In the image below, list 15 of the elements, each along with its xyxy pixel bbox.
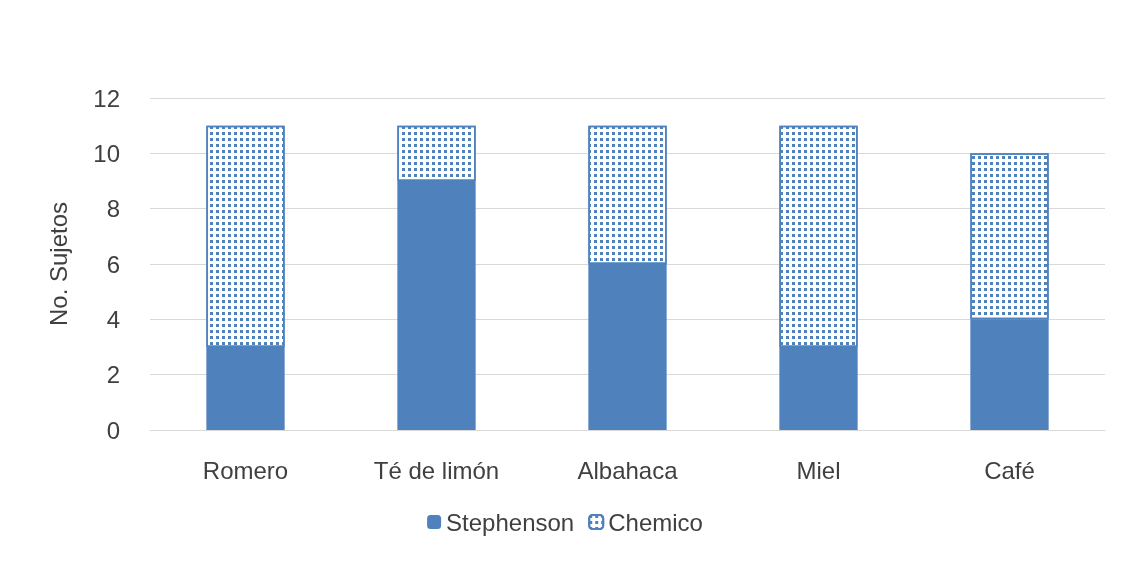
y-tick-label: 12	[93, 84, 120, 112]
y-tick-label: 0	[106, 416, 120, 444]
y-tick-label: 10	[93, 139, 120, 167]
x-tick-label: Café	[984, 456, 1035, 484]
y-tick-label: 2	[106, 361, 120, 389]
y-axis-title: No. Sujetos	[44, 201, 72, 327]
y-tick-label: 4	[106, 305, 120, 333]
legend-label: Chemico	[608, 508, 703, 536]
legend-label: Stephenson	[446, 508, 575, 536]
x-tick-label: Albahaca	[577, 456, 679, 484]
x-tick-label: Romero	[202, 456, 289, 484]
x-tick-label: Té de limón	[373, 456, 500, 484]
y-tick-label: 8	[106, 195, 120, 223]
y-tick-label: 6	[106, 250, 120, 278]
x-tick-label: Miel	[796, 456, 841, 484]
